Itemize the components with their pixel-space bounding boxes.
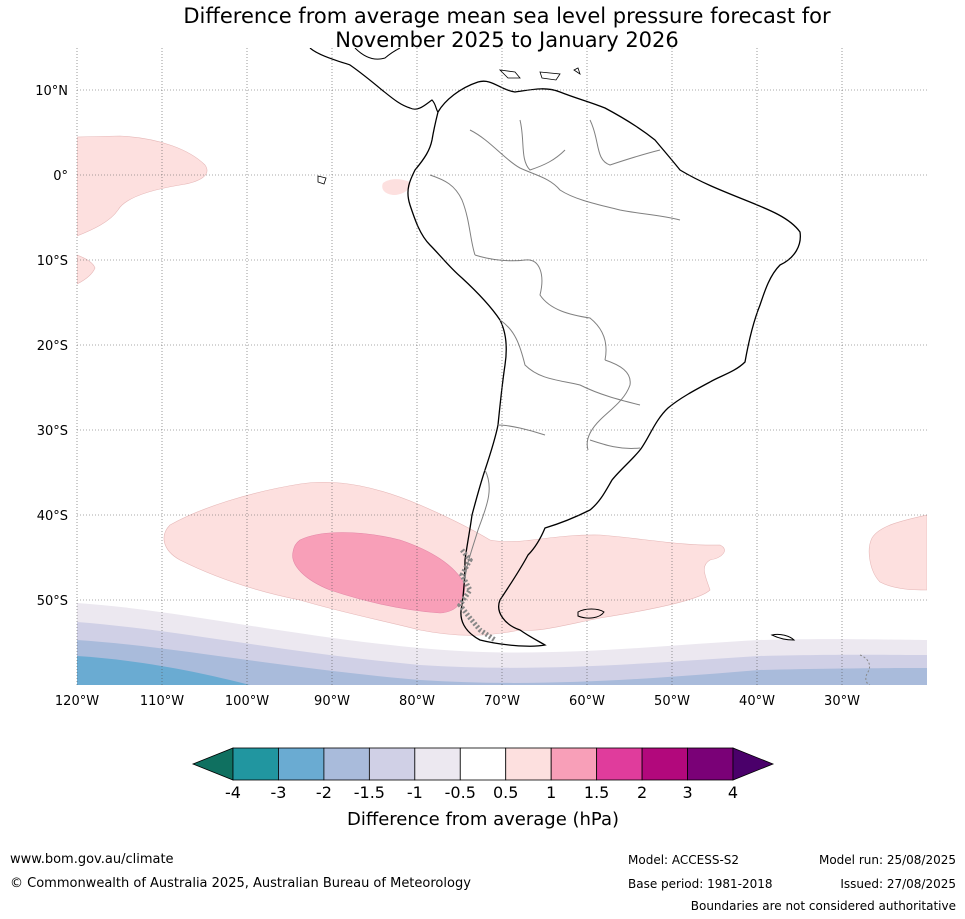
anomaly-area-ecuador xyxy=(382,179,411,195)
colorbar-tick-label: -4 xyxy=(225,783,241,802)
lon-label-100w: 100°W xyxy=(225,694,269,709)
lon-label-110w: 110°W xyxy=(140,694,184,709)
coastline-south-america xyxy=(407,80,801,647)
colorbar-swatch xyxy=(459,747,507,781)
colorbar-tick-label: -0.5 xyxy=(445,783,476,802)
colorbar-swatch xyxy=(641,747,688,781)
anomaly-area-east-atlantic xyxy=(868,514,927,591)
lat-label-20s: 20°S xyxy=(37,339,68,354)
anomaly-area-south-pacific-atlantic xyxy=(163,481,725,636)
lon-label-50w: 50°W xyxy=(654,694,690,709)
coastlines xyxy=(309,48,801,647)
lat-label-30s: 30°S xyxy=(37,424,68,439)
colorbar-tick-label: -1.5 xyxy=(354,783,385,802)
footer-base-period: Base period: 1981-2018 xyxy=(628,877,773,891)
colorbar-tick-labels: -4 -3 -2 -1.5 -1 -0.5 0.5 1 1.5 2 3 4 xyxy=(225,783,738,802)
coastline-central-america xyxy=(309,48,439,113)
country-borders xyxy=(429,119,681,581)
colorbar-tick-label: 1 xyxy=(546,783,556,802)
gridlines xyxy=(76,48,927,685)
colorbar-tick-label: -3 xyxy=(270,783,286,802)
colorbar-tick-label: -1 xyxy=(407,783,423,802)
anomaly-contours xyxy=(77,135,927,685)
latitude-labels: 10°N 0° 10°S 20°S 30°S 40°S 50°S xyxy=(35,84,68,609)
footer-model-run: Model run: 25/08/2025 xyxy=(818,853,956,867)
colorbar-tick-label: -2 xyxy=(316,783,332,802)
title-line-1: Difference from average mean sea level p… xyxy=(183,4,831,28)
colorbar-swatch xyxy=(323,747,370,781)
footer-disclaimer: Boundaries are not considered authoritat… xyxy=(690,899,956,913)
map-title: Difference from average mean sea level p… xyxy=(0,4,965,52)
lon-label-80w: 80°W xyxy=(399,694,435,709)
colorbar-tick-label: 4 xyxy=(728,783,738,802)
colorbar-tick-label: 1.5 xyxy=(584,783,609,802)
lon-label-40w: 40°W xyxy=(739,694,775,709)
lat-label-40s: 40°S xyxy=(37,509,68,524)
footer-model: Model: ACCESS-S2 xyxy=(628,853,740,867)
colorbar-swatch xyxy=(232,747,279,781)
footer-copyright: © Commonwealth of Australia 2025, Austra… xyxy=(10,876,471,891)
colorbar-swatch xyxy=(414,747,461,781)
coastline-falklands xyxy=(577,608,605,619)
colorbar-title: Difference from average (hPa) xyxy=(347,809,619,830)
anomaly-area-w xyxy=(77,254,96,285)
title-line-2: November 2025 to January 2026 xyxy=(335,28,679,52)
footer-website: www.bom.gov.au/climate xyxy=(10,852,174,867)
anomaly-band-minus-1.5 xyxy=(77,640,927,685)
lon-label-70w: 70°W xyxy=(484,694,520,709)
anomaly-core-south-pacific xyxy=(292,532,466,614)
lon-label-60w: 60°W xyxy=(569,694,605,709)
colorbar-extend-low xyxy=(191,747,234,781)
lat-label-50s: 50°S xyxy=(37,594,68,609)
colorbar-swatch xyxy=(596,747,643,781)
lat-label-0: 0° xyxy=(53,169,68,184)
colorbar-extend-high xyxy=(732,747,775,781)
anomaly-band-minus-2 xyxy=(77,656,250,685)
colorbar-swatch xyxy=(687,747,734,781)
colorbar-tick-label: 3 xyxy=(682,783,692,802)
colorbar-tick-label: 2 xyxy=(637,783,647,802)
lat-label-10n: 10°N xyxy=(35,84,68,99)
lat-label-10s: 10°S xyxy=(37,254,68,269)
lon-label-90w: 90°W xyxy=(314,694,350,709)
colorbar-tick-label: 0.5 xyxy=(493,783,518,802)
colorbar-swatch xyxy=(278,747,325,781)
colorbar-swatch xyxy=(550,747,598,781)
colorbar-swatch xyxy=(368,747,416,781)
colorbar-swatch xyxy=(505,747,552,781)
anomaly-area-nw xyxy=(77,135,208,237)
colorbar xyxy=(191,747,775,781)
footer-issued: Issued: 27/08/2025 xyxy=(840,877,956,891)
longitude-labels: 120°W 110°W 100°W 90°W 80°W 70°W 60°W 50… xyxy=(55,694,860,709)
lon-label-30w: 30°W xyxy=(824,694,860,709)
lon-label-120w: 120°W xyxy=(55,694,99,709)
